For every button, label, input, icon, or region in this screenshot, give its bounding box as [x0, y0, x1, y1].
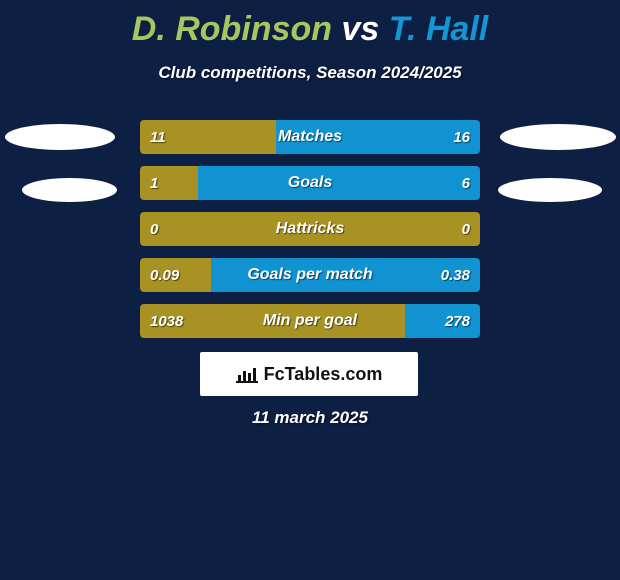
decorative-ellipse	[500, 124, 616, 150]
bar-right-segment	[211, 258, 480, 292]
decorative-ellipse	[5, 124, 115, 150]
bar-row: Matches1116	[140, 120, 480, 154]
logo-text: FcTables.com	[264, 364, 383, 385]
bar-row: Min per goal1038278	[140, 304, 480, 338]
vs-text: vs	[341, 10, 379, 48]
decorative-ellipse	[498, 178, 602, 202]
bar-right-segment	[405, 304, 480, 338]
bar-left-segment	[140, 120, 276, 154]
page-title: D. Robinson vs T. Hall	[0, 0, 620, 49]
comparison-bars: Matches1116 Goals16 Hattricks00 Goals per m…	[140, 120, 480, 350]
bar-left-segment	[140, 212, 480, 246]
decorative-ellipse	[22, 178, 117, 202]
player1-name: D. Robinson	[132, 10, 332, 48]
comparison-card: D. Robinson vs T. Hall Club competitions…	[0, 0, 620, 580]
bar-left-segment	[140, 258, 211, 292]
bar-row: Goals per match0.090.38	[140, 258, 480, 292]
date-text: 11 march 2025	[0, 408, 620, 428]
bar-right-segment	[198, 166, 480, 200]
fctables-logo: FcTables.com	[200, 352, 418, 396]
bar-left-segment	[140, 166, 198, 200]
bar-left-segment	[140, 304, 405, 338]
bar-row: Goals16	[140, 166, 480, 200]
bar-right-segment	[276, 120, 480, 154]
bar-row: Hattricks00	[140, 212, 480, 246]
player2-name: T. Hall	[389, 10, 489, 48]
barchart-icon	[236, 365, 258, 383]
subtitle: Club competitions, Season 2024/2025	[0, 63, 620, 83]
